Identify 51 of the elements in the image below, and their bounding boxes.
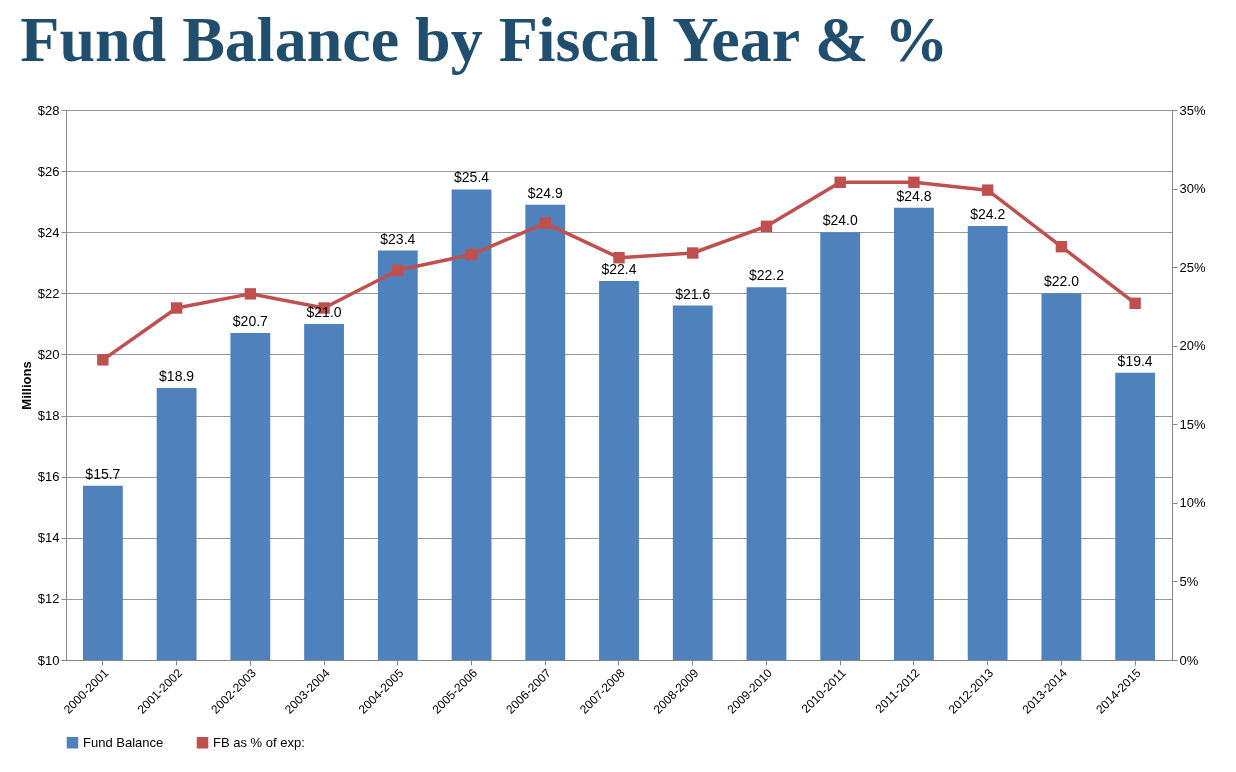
point	[613, 252, 625, 264]
point	[908, 176, 920, 188]
data-label: $23.4	[380, 230, 416, 247]
point	[97, 354, 109, 366]
chart-title: Fund Balance by Fiscal Year & %	[20, 4, 949, 75]
data-label: $18.9	[159, 368, 195, 385]
point	[760, 220, 773, 232]
point	[687, 247, 699, 259]
y2-tick-label: 25%	[1179, 259, 1206, 275]
data-label: $22.2	[748, 267, 785, 284]
point	[981, 184, 994, 196]
data-label: $24.0	[822, 212, 858, 229]
data-label: $22.0	[1043, 273, 1080, 290]
legend-label: FB as % of exp:	[213, 734, 305, 750]
y2-tick-label: 5%	[1179, 573, 1199, 589]
data-label: $24.2	[970, 206, 1006, 223]
data-label: $24.8	[896, 187, 932, 204]
y-tick-label: $12	[37, 591, 60, 607]
y2-tick-label: 30%	[1179, 181, 1206, 197]
y-tick-label: $28	[37, 102, 60, 118]
y-tick-label: $14	[37, 530, 60, 546]
y-tick-label: $24	[37, 224, 60, 240]
data-label: $24.9	[527, 184, 563, 201]
point	[1129, 297, 1141, 309]
data-label: $15.7	[85, 465, 121, 482]
data-label: $20.7	[232, 313, 269, 330]
data-label: $25.4	[454, 169, 490, 186]
y-tick-label: $10	[37, 652, 60, 668]
point	[1055, 241, 1068, 253]
y2-tick-label: 10%	[1179, 495, 1206, 511]
y-axis-title: Millions	[18, 361, 34, 410]
point	[170, 302, 183, 314]
data-label: $21.0	[306, 303, 342, 320]
point	[244, 288, 257, 300]
legend-label: Fund Balance	[83, 734, 164, 750]
y-tick-label: $18	[37, 408, 60, 424]
y2-tick-label: 0%	[1179, 652, 1199, 668]
data-label: $22.4	[601, 261, 637, 278]
point	[392, 264, 404, 276]
y-tick-label: $16	[37, 469, 60, 485]
data-label: $21.6	[675, 285, 711, 302]
y2-tick-label: 20%	[1179, 338, 1206, 354]
point	[539, 217, 551, 229]
y2-tick-label: 35%	[1179, 102, 1206, 118]
data-label: $19.4	[1117, 352, 1153, 369]
y-tick-label: $20	[37, 346, 60, 362]
y-tick-label: $26	[37, 163, 60, 179]
y-tick-label: $22	[37, 285, 60, 301]
point	[465, 248, 478, 261]
point	[834, 176, 846, 188]
y2-tick-label: 15%	[1179, 416, 1206, 432]
